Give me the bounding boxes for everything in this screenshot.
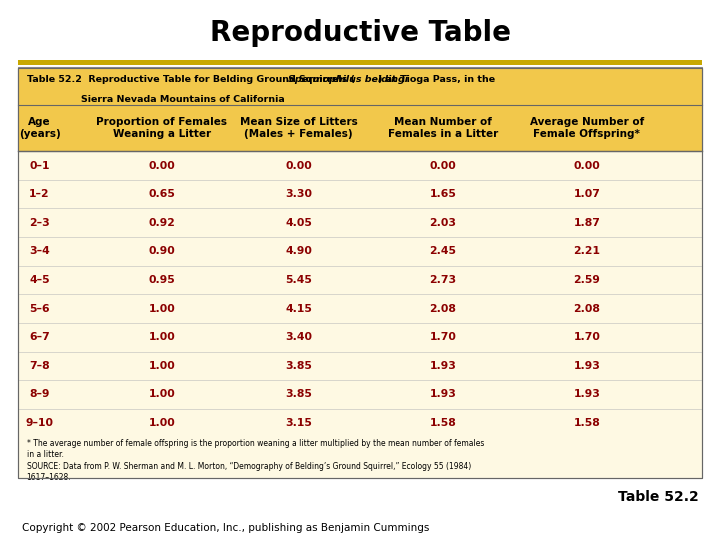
- Text: 1.00: 1.00: [148, 418, 176, 428]
- Text: 0.95: 0.95: [148, 275, 176, 285]
- Text: 5.45: 5.45: [285, 275, 312, 285]
- Text: Average Number of
Female Offspring*: Average Number of Female Offspring*: [530, 117, 644, 139]
- Text: Reproductive Table: Reproductive Table: [210, 19, 510, 47]
- Text: 7–8: 7–8: [30, 361, 50, 371]
- Text: 1–2: 1–2: [30, 189, 50, 199]
- Text: 3–4: 3–4: [30, 246, 50, 256]
- Text: 1.58: 1.58: [429, 418, 456, 428]
- Text: 3.85: 3.85: [285, 361, 312, 371]
- Bar: [18, 60, 702, 65]
- Text: SOURCE: Data from P. W. Sherman and M. L. Morton, “Demography of Belding’s Groun: SOURCE: Data from P. W. Sherman and M. L…: [27, 462, 471, 471]
- Text: Sierra Nevada Mountains of California: Sierra Nevada Mountains of California: [81, 95, 284, 104]
- Text: 2.45: 2.45: [429, 246, 456, 256]
- Text: 3.40: 3.40: [285, 332, 312, 342]
- Text: 0.00: 0.00: [573, 160, 600, 171]
- Text: 1.00: 1.00: [148, 303, 176, 314]
- Text: 6–7: 6–7: [30, 332, 50, 342]
- Text: in a litter.: in a litter.: [27, 450, 63, 459]
- Text: 0–1: 0–1: [30, 160, 50, 171]
- Text: 0.90: 0.90: [148, 246, 176, 256]
- Text: Copyright © 2002 Pearson Education, Inc., publishing as Benjamin Cummings: Copyright © 2002 Pearson Education, Inc.…: [22, 523, 429, 533]
- Text: 1.00: 1.00: [148, 389, 176, 400]
- Text: 4.15: 4.15: [285, 303, 312, 314]
- Text: 1.65: 1.65: [429, 189, 456, 199]
- Text: Table 52.2  Reproductive Table for Belding Ground Squirrels (: Table 52.2 Reproductive Table for Beldin…: [27, 75, 355, 84]
- Text: Mean Number of
Females in a Litter: Mean Number of Females in a Litter: [387, 117, 498, 139]
- Text: Age
(years): Age (years): [19, 117, 60, 139]
- Text: 8–9: 8–9: [30, 389, 50, 400]
- Text: 2.08: 2.08: [429, 303, 456, 314]
- Text: Table 52.2: Table 52.2: [618, 490, 698, 504]
- Text: 2–3: 2–3: [30, 218, 50, 228]
- Text: 1.87: 1.87: [573, 218, 600, 228]
- Text: 3.30: 3.30: [285, 189, 312, 199]
- Text: 3.85: 3.85: [285, 389, 312, 400]
- Text: 0.65: 0.65: [148, 189, 176, 199]
- Text: * The average number of female offspring is the proportion weaning a litter mult: * The average number of female offspring…: [27, 439, 484, 448]
- Text: Spermophilus beldingi: Spermophilus beldingi: [288, 75, 408, 84]
- Text: 1.58: 1.58: [573, 418, 600, 428]
- Text: 2.73: 2.73: [429, 275, 456, 285]
- Text: 1.00: 1.00: [148, 332, 176, 342]
- Text: 1.70: 1.70: [573, 332, 600, 342]
- Text: 9–10: 9–10: [26, 418, 53, 428]
- Text: 1.93: 1.93: [429, 361, 456, 371]
- Text: 1.70: 1.70: [429, 332, 456, 342]
- Text: Mean Size of Litters
(Males + Females): Mean Size of Litters (Males + Females): [240, 117, 358, 139]
- Text: 0.92: 0.92: [148, 218, 176, 228]
- Text: 2.21: 2.21: [573, 246, 600, 256]
- Text: 2.59: 2.59: [573, 275, 600, 285]
- Text: 5–6: 5–6: [30, 303, 50, 314]
- Text: 1.93: 1.93: [573, 361, 600, 371]
- Text: 4.90: 4.90: [285, 246, 312, 256]
- Text: 1.93: 1.93: [573, 389, 600, 400]
- Text: 0.00: 0.00: [285, 160, 312, 171]
- Text: Proportion of Females
Weaning a Litter: Proportion of Females Weaning a Litter: [96, 117, 228, 139]
- Text: 1.00: 1.00: [148, 361, 176, 371]
- Text: 1617–1628.: 1617–1628.: [27, 473, 71, 482]
- Text: 2.08: 2.08: [573, 303, 600, 314]
- Text: 2.03: 2.03: [429, 218, 456, 228]
- Text: 1.07: 1.07: [573, 189, 600, 199]
- Text: 4.05: 4.05: [285, 218, 312, 228]
- Text: 0.00: 0.00: [429, 160, 456, 171]
- Text: 1.93: 1.93: [429, 389, 456, 400]
- Text: 3.15: 3.15: [285, 418, 312, 428]
- Text: 4–5: 4–5: [30, 275, 50, 285]
- Text: 0.00: 0.00: [148, 160, 176, 171]
- Text: ) at Tioga Pass, in the: ) at Tioga Pass, in the: [378, 75, 495, 84]
